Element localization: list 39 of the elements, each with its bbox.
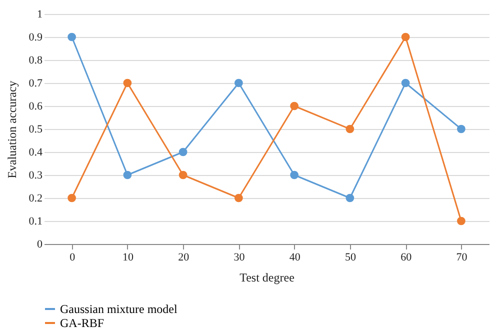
y-tick-label: 0.1 (28, 216, 42, 228)
y-tick-label: 0.3 (28, 170, 43, 182)
point (123, 78, 132, 88)
x-tick-label: 10 (122, 252, 134, 264)
y-tick-label: 0.9 (28, 32, 43, 44)
point (457, 124, 466, 134)
y-tick-label: 0 (37, 238, 43, 250)
x-tick-label: 50 (344, 252, 356, 264)
y-tick-label: 0.8 (28, 54, 43, 66)
y-tick-label: 0.7 (28, 78, 43, 90)
legend-label: Gaussian mixture model (60, 302, 178, 316)
y-tick-label: 0.5 (28, 124, 43, 136)
y-axis-title: Evaluation accuracy (4, 80, 19, 178)
point (234, 194, 243, 202)
point (346, 124, 354, 134)
x-tick-label: 20 (178, 252, 190, 264)
point (346, 194, 354, 202)
point (401, 78, 410, 88)
x-tick-label: 70 (456, 252, 468, 264)
point (457, 216, 466, 226)
x-tick-label: 60 (400, 252, 412, 264)
x-axis-title: Test degree (240, 270, 294, 284)
y-tick-label: 0.6 (28, 100, 43, 112)
point (290, 170, 298, 180)
x-tick-label: 0 (70, 252, 76, 264)
y-tick-label: 1 (37, 8, 42, 20)
point (68, 194, 76, 202)
legend-label: GA-RBF (60, 316, 104, 330)
point (68, 32, 76, 42)
y-tick-label: 0.2 (28, 192, 42, 204)
point (178, 170, 188, 180)
point (123, 170, 132, 180)
point (234, 78, 243, 88)
point (290, 102, 298, 110)
x-tick-label: 30 (234, 252, 246, 264)
x-tick-label: 40 (289, 252, 301, 264)
point (178, 148, 188, 156)
point (401, 32, 410, 42)
y-tick-label: 0.4 (28, 146, 43, 158)
